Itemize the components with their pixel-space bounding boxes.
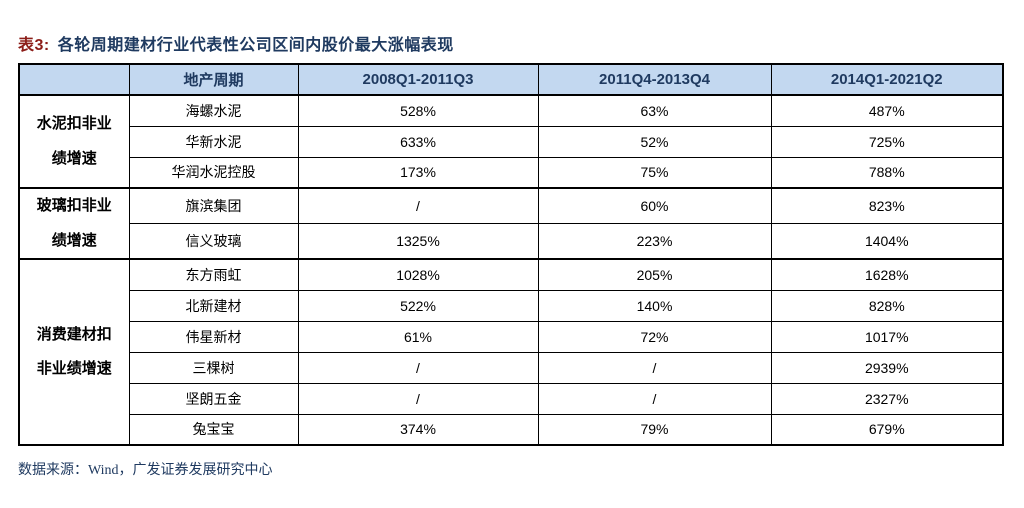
value-cell: /: [297, 187, 539, 224]
header-cell-period-3: 2014Q1-2021Q2: [770, 63, 1004, 96]
table-row: 兔宝宝 374% 79% 679%: [19, 413, 1004, 446]
company-cell: 三棵树: [128, 351, 299, 384]
value-cell: 788%: [770, 156, 1004, 189]
table-row: 坚朗五金 / / 2327%: [19, 382, 1004, 415]
company-cell: 旗滨集团: [128, 187, 299, 224]
value-cell: 2939%: [770, 351, 1004, 384]
value-cell: 823%: [770, 187, 1004, 224]
group-label-glass: 玻璃扣非业 绩增速: [18, 187, 130, 260]
value-cell: /: [297, 351, 539, 384]
table-row: 消费建材扣 非业绩增速 东方雨虹 1028% 205% 1628%: [18, 258, 1004, 446]
value-cell: 828%: [770, 289, 1004, 322]
value-cell: 2327%: [770, 382, 1004, 415]
company-cell: 坚朗五金: [128, 382, 299, 415]
value-cell: 1325%: [297, 223, 539, 260]
value-cell: 374%: [297, 413, 539, 446]
company-cell: 华润水泥控股: [128, 156, 299, 189]
company-cell: 华新水泥: [128, 125, 299, 158]
company-cell: 兔宝宝: [128, 413, 299, 446]
company-cell: 伟星新材: [128, 320, 299, 353]
header-row: 地产周期 2008Q1-2011Q3 2011Q4-2013Q4 2014Q1-…: [18, 63, 1004, 96]
header-cell-period-1: 2008Q1-2011Q3: [297, 63, 539, 96]
table-row: 信义玻璃 1325% 223% 1404%: [19, 223, 1004, 260]
group-label-consumer: 消费建材扣 非业绩增速: [18, 258, 130, 446]
value-cell: 679%: [770, 413, 1004, 446]
value-cell: /: [537, 382, 772, 415]
table-row: 华新水泥 633% 52% 725%: [19, 125, 1004, 158]
value-cell: 487%: [770, 94, 1004, 127]
value-cell: 140%: [537, 289, 772, 322]
value-cell: 725%: [770, 125, 1004, 158]
company-cell: 北新建材: [128, 289, 299, 322]
value-cell: 522%: [297, 289, 539, 322]
value-cell: 223%: [537, 223, 772, 260]
value-cell: 61%: [297, 320, 539, 353]
table-row: 伟星新材 61% 72% 1017%: [19, 320, 1004, 353]
company-cell: 信义玻璃: [128, 223, 299, 260]
max-gain-table: 地产周期 2008Q1-2011Q3 2011Q4-2013Q4 2014Q1-…: [18, 63, 1004, 446]
report-page: 表3: 各轮周期建材行业代表性公司区间内股价最大涨幅表现 地产周期 2008Q1-…: [18, 31, 1024, 478]
value-cell: 633%: [297, 125, 539, 158]
value-cell: 60%: [537, 187, 772, 224]
table-row: 玻璃扣非业 绩增速 旗滨集团 / 60% 823%: [18, 187, 1004, 260]
table-row: 北新建材 522% 140% 828%: [19, 289, 1004, 322]
company-cell: 海螺水泥: [128, 94, 299, 127]
table-caption-number: 表3:: [18, 37, 50, 54]
table-caption-title: 各轮周期建材行业代表性公司区间内股价最大涨幅表现: [57, 37, 454, 54]
value-cell: 1628%: [770, 258, 1004, 291]
value-cell: 72%: [537, 320, 772, 353]
value-cell: 1017%: [770, 320, 1004, 353]
value-cell: 79%: [537, 413, 772, 446]
value-cell: 75%: [537, 156, 772, 189]
value-cell: 1028%: [297, 258, 539, 291]
table-caption: 表3: 各轮周期建材行业代表性公司区间内股价最大涨幅表现: [18, 31, 1024, 55]
data-source-note: 数据来源：Wind，广发证券发展研究中心: [18, 463, 273, 478]
header-cell-property-cycle: 地产周期: [128, 63, 299, 96]
header-cell-empty: [18, 63, 130, 96]
value-cell: 528%: [297, 94, 539, 127]
group-label-cement: 水泥扣非业 绩增速: [18, 94, 130, 189]
value-cell: 173%: [297, 156, 539, 189]
header-cell-period-2: 2011Q4-2013Q4: [537, 63, 772, 96]
value-cell: 205%: [537, 258, 772, 291]
table-row: 华润水泥控股 173% 75% 788%: [19, 156, 1004, 189]
table-row: 三棵树 / / 2939%: [19, 351, 1004, 384]
company-cell: 东方雨虹: [128, 258, 299, 291]
table-row: 水泥扣非业 绩增速 海螺水泥 528% 63% 487%: [18, 94, 1004, 189]
value-cell: 1404%: [770, 223, 1004, 260]
value-cell: 63%: [537, 94, 772, 127]
value-cell: /: [537, 351, 772, 384]
value-cell: /: [297, 382, 539, 415]
value-cell: 52%: [537, 125, 772, 158]
